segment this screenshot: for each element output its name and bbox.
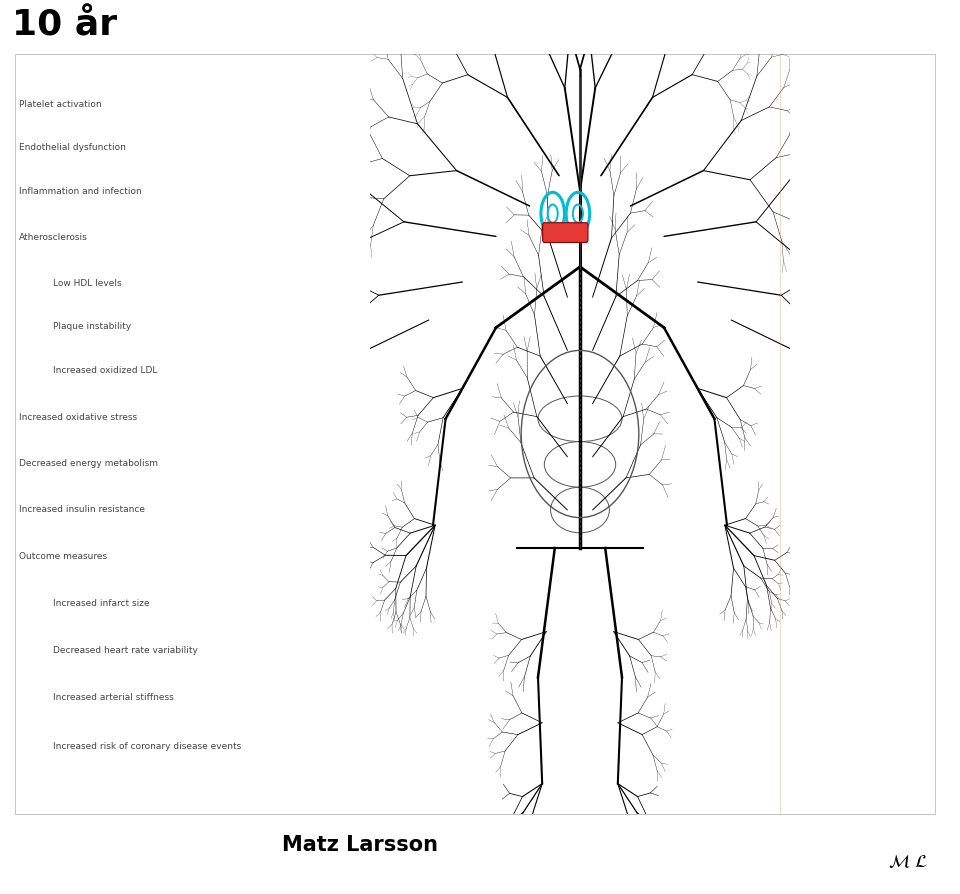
Text: $\mathcal{M}$ $\mathcal{L}$: $\mathcal{M}$ $\mathcal{L}$ [888, 852, 928, 870]
Text: Decreased energy metabolism: Decreased energy metabolism [19, 459, 158, 468]
Text: Increased risk of coronary disease events: Increased risk of coronary disease event… [53, 741, 241, 750]
Text: Inflammation and infection: Inflammation and infection [19, 187, 142, 196]
Text: Endothelial dysfunction: Endothelial dysfunction [19, 143, 126, 152]
Text: Increased oxidized LDL: Increased oxidized LDL [53, 366, 157, 375]
FancyBboxPatch shape [542, 224, 588, 243]
Text: Matz Larsson: Matz Larsson [282, 834, 438, 854]
Text: Outcome measures: Outcome measures [19, 552, 108, 561]
Text: Atherosclerosis: Atherosclerosis [19, 232, 88, 241]
Text: Increased insulin resistance: Increased insulin resistance [19, 504, 145, 513]
Text: 10 år: 10 år [12, 8, 117, 42]
Text: Increased infarct size: Increased infarct size [53, 599, 150, 608]
Text: Decreased heart rate variability: Decreased heart rate variability [53, 645, 198, 654]
Text: Low HDL levels: Low HDL levels [53, 278, 121, 287]
Text: Increased arterial stiffness: Increased arterial stiffness [53, 692, 174, 701]
Text: Increased oxidative stress: Increased oxidative stress [19, 412, 137, 422]
Text: Platelet activation: Platelet activation [19, 100, 102, 109]
Text: Plaque instability: Plaque instability [53, 322, 132, 331]
